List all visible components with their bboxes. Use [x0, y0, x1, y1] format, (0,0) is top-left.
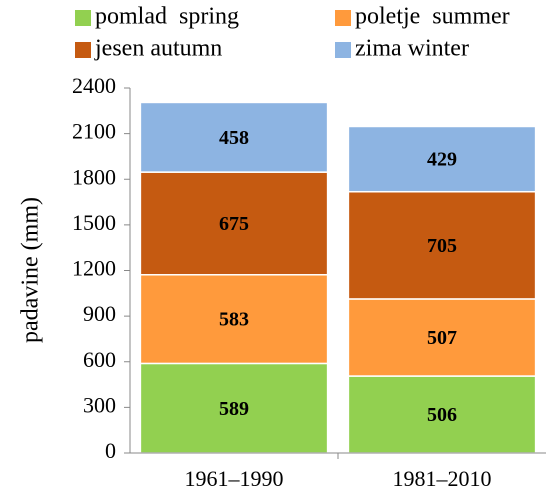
bar-segment: [139, 362, 329, 454]
x-tick-label: 1981–2010: [393, 466, 492, 491]
bar-segment: [347, 298, 537, 377]
y-tick-label: 0: [105, 438, 116, 463]
y-tick-label: 1500: [72, 210, 116, 235]
y-tick-label: 1800: [72, 164, 116, 189]
value-label: 583: [219, 309, 249, 331]
value-label: 506: [427, 404, 457, 426]
x-tick-label: 1961–1990: [185, 466, 284, 491]
bar-segment: [347, 125, 537, 193]
y-tick-label: 900: [83, 301, 116, 326]
y-axis-label: padavine (mm): [18, 197, 44, 343]
bar-segment: [139, 274, 329, 365]
value-label: 589: [219, 398, 249, 420]
value-label: 429: [427, 149, 457, 171]
legend-label: zima winter: [355, 36, 469, 62]
bar-segment: [139, 171, 329, 276]
value-label: 458: [219, 127, 249, 149]
value-label: 675: [219, 213, 249, 235]
y-tick-label: 2100: [72, 119, 116, 144]
legend-swatch: [335, 42, 351, 58]
legend-label: jesen autumn: [94, 36, 222, 62]
legend-label: pomlad spring: [95, 4, 239, 30]
y-tick-label: 2400: [72, 73, 116, 98]
value-label: 507: [427, 327, 457, 349]
legend-swatch: [75, 10, 91, 26]
bar-segment: [139, 101, 329, 173]
y-tick-label: 300: [83, 392, 116, 417]
y-tick-label: 600: [83, 347, 116, 372]
value-label: 705: [427, 235, 457, 257]
legend-swatch: [75, 42, 91, 58]
legend-swatch: [335, 10, 351, 26]
legend-label: poletje summer: [355, 4, 510, 30]
y-tick-label: 1200: [72, 256, 116, 281]
